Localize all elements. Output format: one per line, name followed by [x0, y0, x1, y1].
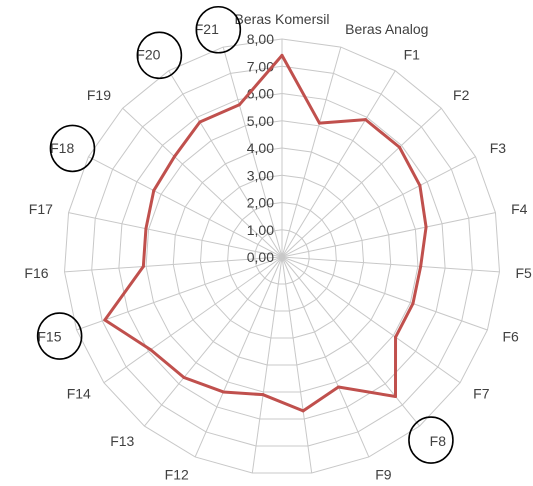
- category-label: F13: [110, 433, 134, 449]
- data-point: [411, 302, 415, 306]
- grid-spoke: [144, 256, 283, 427]
- grid-spoke: [76, 256, 283, 331]
- grid-spoke: [64, 256, 283, 273]
- grid-spoke: [281, 70, 396, 258]
- grid-spoke: [68, 212, 283, 258]
- grid-spoke: [222, 46, 283, 258]
- category-label: F18: [50, 140, 74, 156]
- grid-spoke: [281, 256, 370, 458]
- data-point: [141, 264, 145, 268]
- data-point: [364, 118, 368, 122]
- highlight-circle: [36, 312, 83, 360]
- data-point: [149, 348, 153, 352]
- grid-spoke: [168, 70, 283, 258]
- data-point: [394, 395, 398, 399]
- highlight-circles: [36, 5, 454, 464]
- tick-label: 7,00: [247, 58, 274, 74]
- category-label: F2: [453, 87, 470, 103]
- category-label: F9: [375, 466, 392, 482]
- data-point: [237, 103, 241, 107]
- grid-ring: [145, 120, 419, 393]
- category-label: F3: [490, 140, 507, 156]
- category-labels: Beras Komersil Beras Analog F1 F2 F3 F4 F5 F6 F7…: [24, 11, 532, 486]
- category-label: F6: [502, 328, 519, 344]
- category-label: F15: [37, 328, 61, 344]
- data-point: [317, 121, 321, 125]
- data-point: [280, 53, 284, 57]
- highlight-circle: [136, 31, 183, 80]
- grid-spoke: [281, 107, 442, 258]
- category-label: F14: [67, 386, 91, 402]
- data-point: [419, 264, 423, 268]
- grid-spoke: [251, 256, 283, 474]
- data-point: [221, 390, 225, 394]
- category-label: F8: [430, 433, 447, 449]
- grid-spoke: [281, 212, 496, 258]
- category-label: F21: [195, 21, 219, 37]
- tick-label: 2,00: [247, 195, 274, 211]
- grid-ring: [91, 65, 473, 447]
- category-label: F5: [515, 265, 532, 281]
- data-point: [172, 155, 176, 159]
- category-label: Beras Analog: [345, 21, 428, 37]
- category-label: F12: [165, 466, 189, 482]
- tick-label: 1,00: [247, 222, 274, 238]
- tick-label: 8,00: [247, 31, 274, 47]
- data-point: [301, 409, 305, 413]
- grid-spoke: [122, 107, 283, 258]
- category-label: Beras Komersil: [235, 11, 330, 27]
- grid-ring: [254, 229, 310, 285]
- highlight-circle: [195, 5, 242, 54]
- data-point: [394, 335, 398, 339]
- highlight-circle: [49, 124, 96, 173]
- data-point: [103, 318, 107, 322]
- category-label: F16: [24, 265, 48, 281]
- category-label: F19: [87, 87, 111, 103]
- grid-spoke: [281, 156, 476, 258]
- data-point: [152, 189, 156, 193]
- grid-spoke: [281, 46, 342, 258]
- tick-label: 4,00: [247, 140, 274, 156]
- category-label: F17: [29, 201, 53, 217]
- grid-ring: [227, 201, 337, 312]
- category-label: F10: [302, 484, 326, 486]
- category-label: F4: [511, 201, 528, 217]
- data-point: [182, 375, 186, 379]
- tick-label: 5,00: [247, 113, 274, 129]
- grid-ring: [199, 174, 365, 339]
- data-point: [144, 227, 148, 231]
- category-label: F7: [473, 386, 490, 402]
- data-series: [103, 53, 428, 413]
- grid-spoke: [281, 256, 488, 331]
- category-label: F20: [136, 47, 160, 63]
- tick-label: 0,00: [247, 249, 274, 265]
- category-label: F11: [239, 484, 262, 486]
- data-point: [336, 385, 340, 389]
- grid-spoke: [281, 256, 461, 384]
- data-point: [198, 120, 202, 124]
- data-point: [424, 225, 428, 229]
- radial-axis-ticks: 0,001,002,003,004,005,006,007,008,00: [247, 31, 274, 265]
- category-label: F1: [404, 47, 421, 63]
- grid-spoke: [281, 256, 420, 427]
- grid-spoke: [194, 256, 283, 458]
- grid-spoke: [103, 256, 283, 384]
- data-point: [261, 393, 265, 397]
- grid-ring: [172, 147, 392, 366]
- grid-ring: [118, 92, 446, 420]
- tick-label: 3,00: [247, 167, 274, 183]
- series-line: [103, 53, 428, 413]
- grid-spoke: [281, 256, 500, 273]
- radar-grid: [64, 38, 500, 474]
- grid-spoke: [281, 256, 313, 474]
- data-point: [418, 184, 422, 188]
- highlight-circle: [408, 416, 454, 464]
- data-point: [398, 145, 402, 149]
- grid-spoke: [88, 156, 283, 258]
